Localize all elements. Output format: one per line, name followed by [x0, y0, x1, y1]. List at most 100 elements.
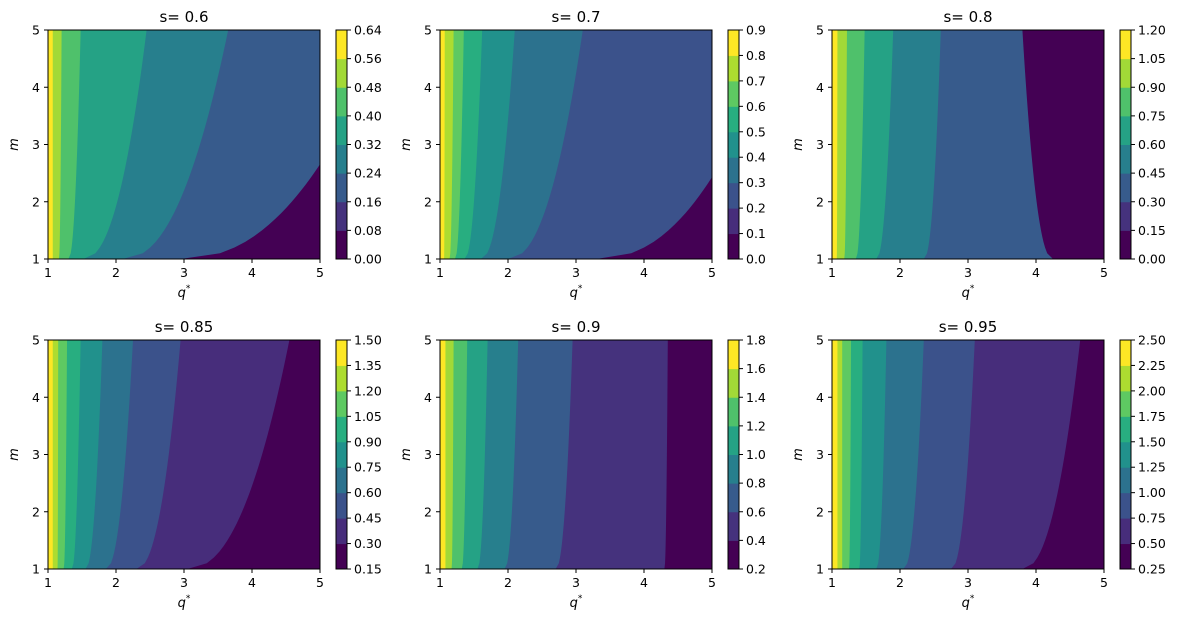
colorbar-segment [1120, 467, 1131, 494]
colorbar-segment [336, 58, 347, 88]
colorbar-tick-label: 0.90 [1138, 80, 1166, 95]
colorbar-tick-label: 0.08 [354, 223, 382, 238]
colorbar-tick-label: 0.1 [746, 226, 766, 241]
colorbar-tick-label: 0.8 [746, 476, 766, 491]
contour-band-1 [48, 340, 53, 569]
colorbar-segment [1120, 365, 1131, 392]
colorbar-tick-label: 1.05 [1138, 51, 1166, 66]
colorbar-segment [336, 390, 347, 417]
colorbar: 0.25 0.50 0.75 1.00 1.25 1.50 1.75 2.00 2.25 2.50 [1119, 333, 1166, 577]
x-tick-label: 5 [316, 265, 324, 280]
y-tick-label: 4 [32, 390, 40, 405]
colorbar-tick-label: 1.8 [746, 333, 766, 348]
colorbar-tick-label: 0.64 [354, 23, 382, 38]
colorbar-tick-label: 1.20 [354, 383, 382, 398]
colorbar-segment [728, 80, 739, 107]
colorbar-tick-label: 1.25 [1138, 460, 1166, 475]
y-axis-label: m [791, 448, 806, 461]
colorbar-tick-label: 0.4 [746, 533, 766, 548]
colorbar-segment [336, 340, 347, 366]
colorbar-segment [1120, 518, 1131, 545]
x-tick-label: 2 [896, 265, 904, 280]
colorbar-segment [1120, 144, 1131, 174]
x-tick-label: 4 [1032, 575, 1040, 590]
colorbar-tick-label: 0.15 [1138, 223, 1166, 238]
y-tick-label: 2 [816, 504, 824, 519]
x-tick-label: 3 [572, 575, 580, 590]
colorbar-tick-label: 2.50 [1138, 333, 1166, 348]
x-tick-label: 5 [1100, 575, 1108, 590]
x-tick-label: 3 [180, 575, 188, 590]
colorbar-tick-label: 0.50 [1138, 536, 1166, 551]
colorbar-frame [335, 339, 348, 570]
colorbar-tick-label: 1.00 [1138, 485, 1166, 500]
colorbar-segment [728, 131, 739, 158]
x-tick-label: 2 [504, 265, 512, 280]
colorbar-tick-label: 0.48 [354, 80, 382, 95]
colorbar-segment [728, 540, 739, 570]
colorbar-tick-label: 0.30 [1138, 194, 1166, 209]
subplot-title: s= 0.95 [939, 318, 998, 336]
colorbar-segment [728, 106, 739, 133]
colorbar-tick-label: 0.8 [746, 48, 766, 63]
subplot-title: s= 0.7 [551, 8, 600, 26]
colorbar-segment [336, 144, 347, 174]
colorbar-tick-label: 0.45 [354, 511, 382, 526]
colorbar-tick-label: 0.45 [1138, 166, 1166, 181]
colorbar-segment [336, 543, 347, 570]
colorbar-tick-label: 1.75 [1138, 409, 1166, 424]
x-tick-label: 4 [640, 575, 648, 590]
x-tick-label: 3 [572, 265, 580, 280]
y-axis-label: m [791, 138, 806, 151]
colorbar-segment [728, 425, 739, 455]
colorbar-tick-label: 0.4 [746, 150, 766, 165]
colorbar-tick-label: 1.4 [746, 390, 766, 405]
x-axis-label: q* [178, 284, 191, 301]
y-tick-label: 4 [32, 80, 40, 95]
x-tick-label: 5 [708, 575, 716, 590]
colorbar-segment [1120, 173, 1131, 203]
y-tick-label: 5 [816, 23, 824, 38]
y-tick-label: 2 [32, 504, 40, 519]
contour-fill [48, 30, 320, 259]
colorbar-segment [1120, 390, 1131, 417]
y-tick-label: 1 [424, 252, 432, 267]
x-axis-label: q* [962, 284, 975, 301]
colorbar-tick-label: 0.90 [354, 434, 382, 449]
colorbar-tick-label: 0.6 [746, 99, 766, 114]
colorbar-tick-label: 0.6 [746, 504, 766, 519]
colorbar-tick-label: 0.75 [1138, 108, 1166, 123]
colorbar: 0.2 0.4 0.6 0.8 1.0 1.2 1.4 1.6 1.8 [727, 333, 766, 577]
colorbar-segment [728, 483, 739, 513]
colorbar-tick-label: 1.05 [354, 409, 382, 424]
x-tick-label: 4 [1032, 265, 1040, 280]
x-tick-label: 1 [44, 265, 52, 280]
colorbar-segment [728, 182, 739, 209]
colorbar-segment [1120, 30, 1131, 60]
colorbar-tick-label: 0.2 [746, 562, 766, 577]
colorbar-segment [1120, 230, 1131, 260]
y-tick-label: 2 [32, 194, 40, 209]
subplot-6: 1 2 3 4 5 1 2 3 4 5 s= 0.95 q* m 0.25 0.50 0.75 1.00 1.25… [791, 318, 1166, 611]
contour-fill [832, 30, 1104, 259]
colorbar-segment [1120, 416, 1131, 443]
colorbar-tick-label: 0.24 [354, 166, 382, 181]
colorbar-segment [336, 365, 347, 392]
y-tick-label: 4 [424, 390, 432, 405]
contour-fill [440, 340, 712, 569]
colorbar-tick-label: 0.60 [354, 485, 382, 500]
subplot-title: s= 0.6 [159, 8, 208, 26]
y-tick-label: 4 [424, 80, 432, 95]
colorbar-tick-label: 0.7 [746, 73, 766, 88]
colorbar-tick-label: 0.00 [1138, 252, 1166, 267]
y-tick-label: 1 [424, 562, 432, 577]
x-tick-label: 5 [1100, 265, 1108, 280]
colorbar-segment [1120, 201, 1131, 231]
y-tick-label: 3 [816, 447, 824, 462]
colorbar-tick-label: 0.16 [354, 194, 382, 209]
y-tick-label: 2 [816, 194, 824, 209]
colorbar-segment [336, 173, 347, 203]
colorbar-segment [728, 157, 739, 184]
